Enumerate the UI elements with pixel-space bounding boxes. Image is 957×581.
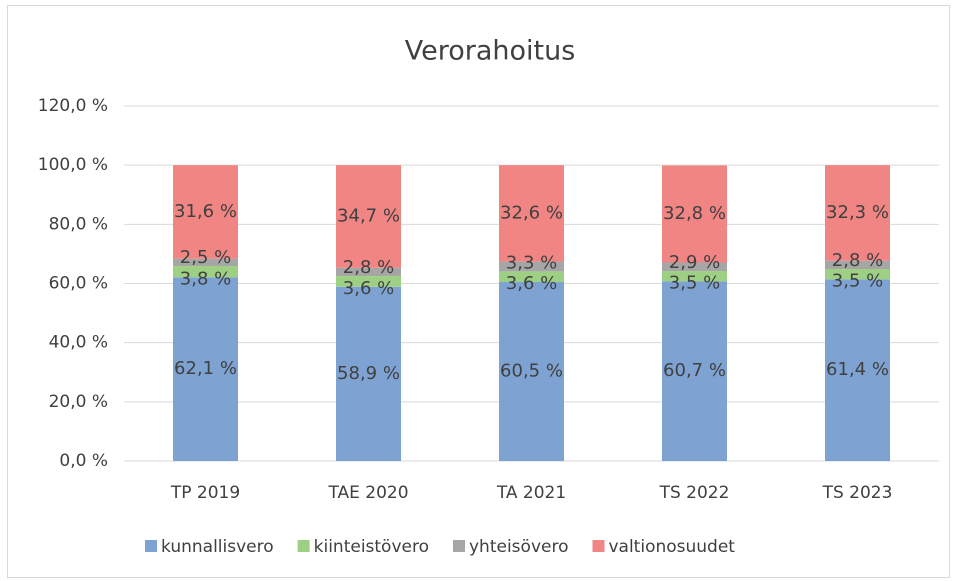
- chart-frame: [7, 5, 950, 578]
- data-label: 34,7 %: [337, 205, 400, 226]
- bar-segment: [173, 165, 238, 259]
- data-label: 3,5 %: [669, 272, 720, 293]
- bar-segment: [825, 269, 890, 280]
- bar-segment: [336, 276, 401, 287]
- data-label: 31,6 %: [174, 201, 237, 222]
- data-label: 60,7 %: [663, 360, 726, 381]
- y-tick-label: 120,0 %: [38, 96, 108, 116]
- data-label: 2,9 %: [669, 252, 720, 273]
- bar-segment: [662, 262, 727, 272]
- bar-segment: [336, 165, 401, 268]
- data-label: 61,4 %: [826, 359, 889, 380]
- data-label: 2,5 %: [180, 247, 231, 268]
- x-tick-label: TS 2022: [659, 483, 730, 503]
- y-tick-label: 80,0 %: [49, 214, 108, 234]
- data-label: 58,9 %: [337, 363, 400, 384]
- x-tick-label: TP 2019: [170, 483, 240, 503]
- data-label: 60,5 %: [500, 361, 563, 382]
- bar-segment: [336, 267, 401, 277]
- bar-segment: [173, 277, 238, 461]
- y-tick-label: 100,0 %: [38, 155, 108, 175]
- bar-segment: [825, 165, 890, 261]
- data-label: 32,3 %: [826, 202, 889, 223]
- bar-segment: [499, 261, 564, 272]
- legend-swatch: [453, 540, 465, 552]
- data-label: 3,6 %: [506, 273, 557, 294]
- legend-swatch: [592, 540, 605, 552]
- legend-label: kiinteistövero: [314, 537, 429, 557]
- x-tick-label: TAE 2020: [327, 483, 408, 503]
- legend-label: yhteisövero: [469, 537, 568, 557]
- x-tick-label: TA 2021: [496, 483, 566, 503]
- bar-segment: [499, 165, 564, 262]
- data-label: 2,8 %: [832, 250, 883, 271]
- legend-label: valtionosuudet: [608, 537, 735, 557]
- data-label: 62,1 %: [174, 358, 237, 379]
- bar-segment: [662, 165, 727, 263]
- data-label: 3,3 %: [506, 252, 557, 273]
- data-label: 2,8 %: [343, 257, 394, 278]
- legend-swatch: [297, 540, 310, 552]
- legend-swatch: [145, 540, 157, 552]
- chart-title: Verorahoitus: [405, 36, 576, 67]
- data-label: 32,8 %: [663, 203, 726, 224]
- bar-segment: [336, 286, 401, 461]
- y-tick-label: 60,0 %: [49, 274, 108, 294]
- bar-segment: [825, 279, 890, 461]
- y-tick-label: 0,0 %: [59, 451, 108, 471]
- y-tick-label: 40,0 %: [49, 333, 108, 353]
- y-tick-label: 20,0 %: [49, 392, 108, 412]
- x-tick-label: TS 2023: [822, 483, 893, 503]
- bar-segment: [825, 260, 890, 270]
- bar-segment: [173, 258, 238, 267]
- bar-segment: [499, 282, 564, 461]
- bar-segment: [499, 271, 564, 283]
- data-label: 3,8 %: [180, 268, 231, 289]
- data-label: 3,6 %: [343, 278, 394, 299]
- data-label: 3,5 %: [832, 270, 883, 291]
- bar-segment: [662, 271, 727, 282]
- data-label: 32,6 %: [500, 202, 563, 223]
- bar-segment: [173, 266, 238, 278]
- bar-segment: [662, 281, 727, 461]
- legend-label: kunnallisvero: [161, 537, 274, 557]
